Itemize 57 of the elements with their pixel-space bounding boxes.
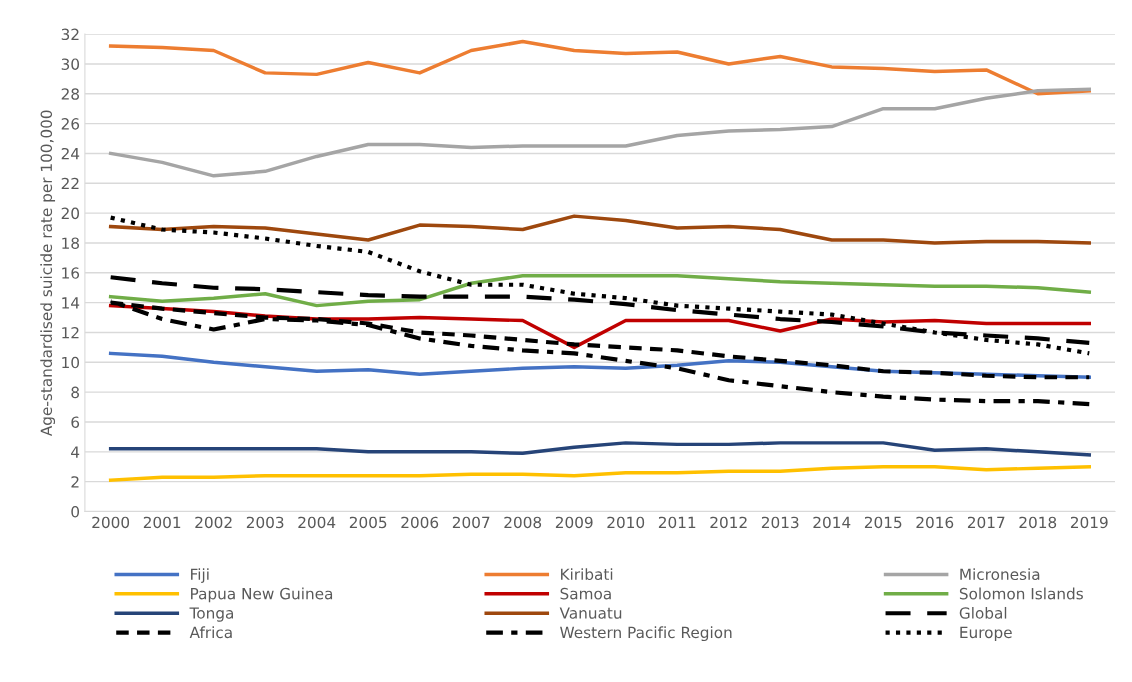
line-series	[108, 214, 1092, 245]
line-series	[108, 87, 1092, 178]
x-tick-label: 2000	[92, 516, 130, 529]
line-series	[108, 215, 1092, 356]
x-tick-label: 2003	[246, 516, 284, 529]
legend-label: Western Pacific Region	[560, 626, 732, 642]
legend-label: Global	[959, 606, 1007, 619]
legend-label: Africa	[189, 626, 232, 639]
legend-label: Vanuatu	[559, 607, 622, 619]
y-tick-label: 26	[61, 118, 80, 130]
legend-label: Europe	[960, 626, 1012, 642]
line-series	[108, 274, 1092, 308]
x-tick-label: 2015	[864, 516, 902, 529]
x-tick-label: 2001	[143, 516, 181, 529]
x-tick-label: 2005	[349, 516, 387, 529]
x-tick-label: 2009	[555, 516, 593, 529]
y-tick-label: 12	[62, 326, 79, 339]
x-tick-label: 2016	[916, 516, 954, 529]
y-tick-label: 8	[71, 386, 79, 399]
legend-label: Micronesia	[960, 568, 1040, 581]
y-tick-label: 18	[62, 237, 79, 249]
y-tick-label: 0	[71, 505, 80, 518]
x-tick-label: 2019	[1070, 516, 1108, 529]
y-tick-label: 4	[71, 446, 80, 458]
legend-label: Samoa	[560, 587, 611, 600]
legend-label: Tonga	[189, 607, 233, 622]
y-tick-label: 2	[71, 476, 79, 488]
legend-label: Papua New Guinea	[191, 587, 333, 603]
legend-label: Fiji	[191, 568, 209, 583]
x-tick-label: 2014	[813, 516, 851, 529]
y-tick-label: 20	[61, 207, 80, 220]
y-tick-label: 32	[61, 28, 79, 41]
x-tick-label: 2011	[658, 516, 696, 529]
x-tick-label: 2002	[195, 516, 232, 529]
x-tick-label: 2006	[401, 516, 439, 529]
legend-label: Kiribati	[561, 568, 613, 581]
y-tick-label: 22	[61, 177, 79, 190]
y-tick-label: 14	[62, 297, 80, 309]
x-tick-label: 2010	[607, 516, 645, 529]
x-tick-label: 2008	[504, 516, 542, 529]
y-tick-label: 10	[62, 356, 80, 369]
y-tick-label: 16	[62, 267, 80, 279]
y-axis-title: Age-standardised suicide rate per 100,000	[40, 110, 56, 437]
legend-label: Solomon Islands	[959, 587, 1083, 600]
x-tick-label: 2012	[710, 516, 747, 529]
line-series	[108, 465, 1092, 482]
x-tick-label: 2004	[298, 516, 336, 529]
y-tick-label: 30	[61, 58, 80, 70]
line-series	[108, 441, 1092, 457]
y-tick-label: 28	[61, 88, 79, 100]
x-tick-label: 2017	[967, 516, 1005, 529]
y-tick-label: 24	[61, 147, 80, 160]
line-series	[108, 39, 1092, 96]
x-tick-label: 2018	[1019, 516, 1057, 529]
x-tick-label: 2007	[452, 516, 490, 529]
x-tick-label: 2013	[761, 516, 799, 529]
y-tick-label: 6	[71, 416, 80, 429]
